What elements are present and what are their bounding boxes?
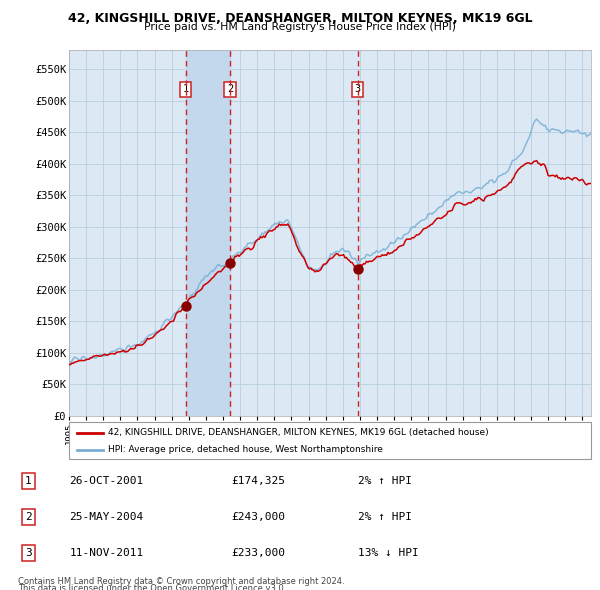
Text: 3: 3 — [25, 548, 32, 558]
Text: £174,325: £174,325 — [231, 476, 285, 486]
Text: Contains HM Land Registry data © Crown copyright and database right 2024.: Contains HM Land Registry data © Crown c… — [18, 577, 344, 586]
Text: 42, KINGSHILL DRIVE, DEANSHANGER, MILTON KEYNES, MK19 6GL: 42, KINGSHILL DRIVE, DEANSHANGER, MILTON… — [68, 12, 532, 25]
Text: 26-OCT-2001: 26-OCT-2001 — [70, 476, 144, 486]
Bar — [186, 50, 230, 416]
Text: 3: 3 — [355, 84, 361, 94]
FancyBboxPatch shape — [69, 422, 591, 459]
Text: 2% ↑ HPI: 2% ↑ HPI — [358, 476, 412, 486]
Text: £233,000: £233,000 — [231, 548, 285, 558]
Text: Price paid vs. HM Land Registry's House Price Index (HPI): Price paid vs. HM Land Registry's House … — [144, 22, 456, 32]
Text: 1: 1 — [182, 84, 189, 94]
Text: £243,000: £243,000 — [231, 512, 285, 522]
Text: HPI: Average price, detached house, West Northamptonshire: HPI: Average price, detached house, West… — [108, 445, 383, 454]
Text: 42, KINGSHILL DRIVE, DEANSHANGER, MILTON KEYNES, MK19 6GL (detached house): 42, KINGSHILL DRIVE, DEANSHANGER, MILTON… — [108, 428, 489, 437]
Text: 13% ↓ HPI: 13% ↓ HPI — [358, 548, 418, 558]
Text: 2: 2 — [25, 512, 32, 522]
Text: 11-NOV-2011: 11-NOV-2011 — [70, 548, 144, 558]
Text: This data is licensed under the Open Government Licence v3.0.: This data is licensed under the Open Gov… — [18, 584, 286, 590]
Text: 25-MAY-2004: 25-MAY-2004 — [70, 512, 144, 522]
Text: 2: 2 — [227, 84, 233, 94]
Text: 1: 1 — [25, 476, 32, 486]
Text: 2% ↑ HPI: 2% ↑ HPI — [358, 512, 412, 522]
